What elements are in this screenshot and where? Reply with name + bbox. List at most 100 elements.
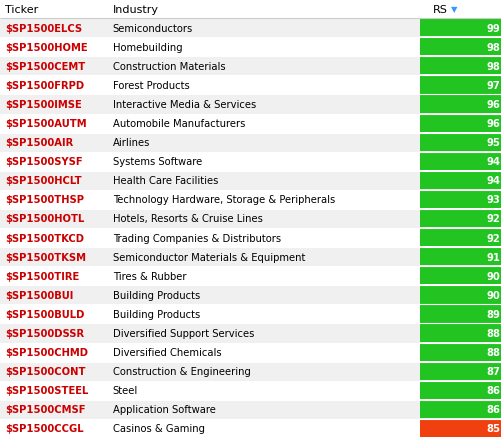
Text: Technology Hardware, Storage & Peripherals: Technology Hardware, Storage & Periphera… <box>113 195 335 205</box>
Text: $SP1500HOTL: $SP1500HOTL <box>5 214 84 224</box>
Text: 88: 88 <box>486 347 500 357</box>
Text: Semiconductor Materials & Equipment: Semiconductor Materials & Equipment <box>113 252 305 262</box>
Text: $SP1500CHMD: $SP1500CHMD <box>5 347 88 357</box>
Text: Diversified Chemicals: Diversified Chemicals <box>113 347 221 357</box>
Text: $SP1500AIR: $SP1500AIR <box>5 138 73 148</box>
Bar <box>0 95 501 114</box>
Text: 98: 98 <box>486 42 500 53</box>
Text: ▼: ▼ <box>450 5 457 14</box>
Text: 88: 88 <box>486 328 500 338</box>
Bar <box>420 286 501 304</box>
Text: 92: 92 <box>487 214 500 224</box>
Text: 97: 97 <box>487 81 500 91</box>
Bar <box>0 152 501 171</box>
Text: $SP1500FRPD: $SP1500FRPD <box>5 81 84 91</box>
Text: 89: 89 <box>486 309 500 319</box>
Bar <box>0 19 501 38</box>
Bar <box>0 381 501 400</box>
Bar <box>420 153 501 170</box>
Text: Construction Materials: Construction Materials <box>113 62 225 72</box>
Bar <box>0 324 501 343</box>
Bar <box>0 343 501 362</box>
Bar <box>0 267 501 286</box>
Text: 94: 94 <box>486 157 500 167</box>
Text: 86: 86 <box>486 385 500 396</box>
Text: Trading Companies & Distributors: Trading Companies & Distributors <box>113 233 281 243</box>
Bar <box>420 344 501 361</box>
Text: $SP1500SYSF: $SP1500SYSF <box>5 157 83 167</box>
Bar <box>420 77 501 94</box>
Bar <box>420 248 501 266</box>
Bar <box>0 0 501 19</box>
Text: RS: RS <box>433 4 448 14</box>
Bar <box>0 247 501 267</box>
Text: $SP1500AUTM: $SP1500AUTM <box>5 119 87 129</box>
Bar <box>0 171 501 191</box>
Bar <box>420 172 501 190</box>
Text: $SP1500STEEL: $SP1500STEEL <box>5 385 88 396</box>
Text: Semiconductors: Semiconductors <box>113 24 193 34</box>
Bar <box>420 325 501 342</box>
Text: $SP1500THSP: $SP1500THSP <box>5 195 84 205</box>
Text: $SP1500ELCS: $SP1500ELCS <box>5 24 82 34</box>
Text: Industry: Industry <box>113 4 159 14</box>
Bar <box>420 39 501 56</box>
Bar <box>420 382 501 399</box>
Bar <box>0 229 501 247</box>
Text: 86: 86 <box>486 404 500 414</box>
Text: $SP1500HOME: $SP1500HOME <box>5 42 88 53</box>
Bar <box>0 209 501 229</box>
Bar <box>420 191 501 208</box>
Text: Airlines: Airlines <box>113 138 150 148</box>
Text: Forest Products: Forest Products <box>113 81 189 91</box>
Text: $SP1500TIRE: $SP1500TIRE <box>5 271 79 281</box>
Text: $SP1500TKSM: $SP1500TKSM <box>5 252 86 262</box>
Text: Construction & Engineering: Construction & Engineering <box>113 366 250 376</box>
Text: $SP1500CCGL: $SP1500CCGL <box>5 424 84 434</box>
Text: Health Care Facilities: Health Care Facilities <box>113 176 218 186</box>
Bar <box>420 268 501 285</box>
Text: Interactive Media & Services: Interactive Media & Services <box>113 100 256 110</box>
Bar <box>420 134 501 152</box>
Bar <box>420 230 501 247</box>
Text: 96: 96 <box>486 100 500 110</box>
Text: $SP1500IMSE: $SP1500IMSE <box>5 100 82 110</box>
Text: 98: 98 <box>486 62 500 72</box>
Text: 91: 91 <box>486 252 500 262</box>
Bar <box>420 20 501 37</box>
Bar <box>420 306 501 323</box>
Text: Tires & Rubber: Tires & Rubber <box>113 271 186 281</box>
Text: Diversified Support Services: Diversified Support Services <box>113 328 254 338</box>
Text: Homebuilding: Homebuilding <box>113 42 182 53</box>
Text: $SP1500TKCD: $SP1500TKCD <box>5 233 84 243</box>
Text: Casinos & Gaming: Casinos & Gaming <box>113 424 205 434</box>
Text: $SP1500CONT: $SP1500CONT <box>5 366 86 376</box>
Bar <box>0 362 501 381</box>
Bar <box>0 38 501 57</box>
Bar <box>0 191 501 209</box>
Bar <box>0 305 501 324</box>
Text: 96: 96 <box>486 119 500 129</box>
Text: $SP1500BUI: $SP1500BUI <box>5 290 73 300</box>
Text: Building Products: Building Products <box>113 290 200 300</box>
Text: $SP1500DSSR: $SP1500DSSR <box>5 328 84 338</box>
Text: 95: 95 <box>486 138 500 148</box>
Bar <box>420 363 501 380</box>
Bar <box>0 400 501 419</box>
Bar <box>420 96 501 113</box>
Text: 94: 94 <box>486 176 500 186</box>
Bar <box>420 58 501 75</box>
Bar <box>0 419 501 438</box>
Bar <box>0 57 501 76</box>
Text: 90: 90 <box>487 271 500 281</box>
Text: Building Products: Building Products <box>113 309 200 319</box>
Text: 87: 87 <box>486 366 500 376</box>
Bar <box>0 114 501 133</box>
Bar <box>420 115 501 132</box>
Text: Automobile Manufacturers: Automobile Manufacturers <box>113 119 245 129</box>
Text: $SP1500HCLT: $SP1500HCLT <box>5 176 82 186</box>
Text: Systems Software: Systems Software <box>113 157 202 167</box>
Bar <box>0 286 501 305</box>
Text: Hotels, Resorts & Cruise Lines: Hotels, Resorts & Cruise Lines <box>113 214 263 224</box>
Text: 93: 93 <box>487 195 500 205</box>
